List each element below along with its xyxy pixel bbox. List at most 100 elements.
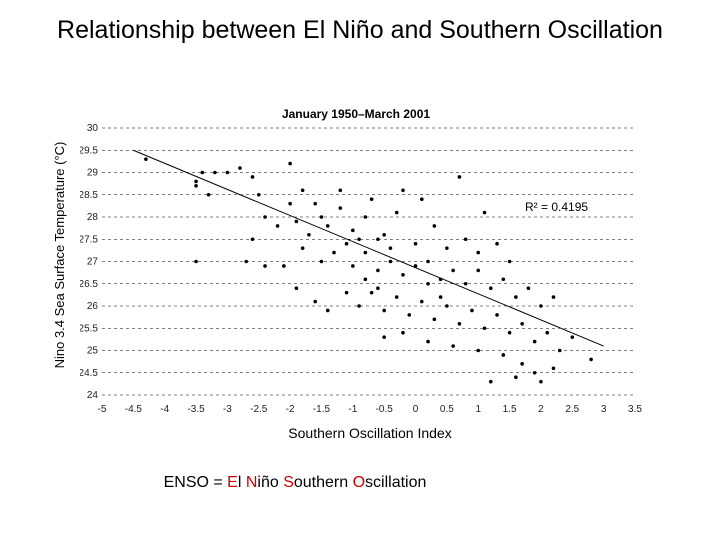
- y-tick-label: 27: [87, 257, 99, 268]
- data-point: [394, 295, 399, 299]
- data-point: [463, 281, 468, 286]
- x-tick-label: 2: [538, 404, 544, 415]
- r-squared-label: R² = 0.4195: [525, 200, 588, 214]
- data-point: [369, 197, 374, 201]
- data-point: [407, 313, 412, 317]
- data-point: [445, 304, 449, 308]
- data-point: [363, 215, 368, 219]
- data-point: [457, 322, 462, 326]
- x-tick-label: 3.5: [628, 404, 642, 415]
- x-axis-title: Southern Oscillation Index: [288, 425, 452, 441]
- data-point: [551, 295, 556, 299]
- data-point: [426, 259, 430, 264]
- data-point: [388, 259, 393, 264]
- data-point: [426, 281, 430, 286]
- x-tick-label: 3: [601, 404, 607, 415]
- y-tick-label: 24: [87, 390, 99, 401]
- data-point: [363, 250, 368, 255]
- y-tick-label: 25: [87, 346, 99, 357]
- footnote-ino: iño: [257, 474, 284, 491]
- data-point: [501, 353, 506, 357]
- data-point: [338, 188, 343, 193]
- footnote-l: l: [237, 474, 246, 491]
- data-point: [382, 335, 386, 339]
- data-point: [495, 241, 499, 246]
- data-point: [426, 339, 430, 344]
- data-point: [294, 286, 299, 290]
- y-tick-label: 28: [87, 212, 99, 223]
- data-point: [194, 184, 198, 188]
- data-point: [382, 233, 386, 237]
- data-point: [589, 357, 593, 362]
- data-point: [275, 224, 280, 228]
- data-point: [194, 259, 198, 264]
- data-point: [520, 362, 524, 366]
- data-point: [413, 241, 418, 246]
- data-point: [445, 246, 449, 250]
- y-axis-title: Nino 3.4 Sea Surface Temperature (°C): [52, 141, 67, 369]
- x-tick-label: -3.5: [187, 404, 205, 415]
- data-point: [244, 259, 249, 264]
- footnote-e: E: [227, 474, 238, 491]
- data-point: [288, 201, 292, 206]
- footnote-s: S: [283, 474, 294, 491]
- data-point: [288, 161, 292, 166]
- data-point: [438, 295, 443, 299]
- data-point: [488, 379, 493, 384]
- y-tick-label: 25.5: [80, 323, 98, 334]
- data-point: [376, 237, 380, 242]
- x-tick-label: -2.5: [250, 404, 268, 415]
- x-tick-label: 1.5: [503, 404, 517, 415]
- y-tick-label: 30: [87, 123, 99, 134]
- data-point: [451, 344, 455, 348]
- x-tick-label: -1: [348, 404, 357, 415]
- y-tick-label: 29.5: [80, 145, 98, 156]
- scatter-chart: January 1950–March 2001 R² = 0.4195 2424…: [80, 107, 642, 415]
- x-tick-label: -4.5: [125, 404, 143, 415]
- data-point: [501, 277, 506, 282]
- data-point: [250, 175, 255, 179]
- y-tick-labels: 24 24.5 25 25.5 26 26.5 27 27.5 28 28.5 29 29.5 30: [80, 123, 98, 401]
- data-point: [325, 224, 330, 228]
- data-point: [300, 246, 305, 250]
- data-point: [313, 201, 317, 206]
- data-point: [225, 170, 230, 175]
- x-tick-label: -5: [98, 404, 107, 415]
- data-point: [451, 268, 455, 273]
- data-point: [432, 224, 437, 228]
- data-point: [476, 268, 481, 273]
- footnote-scillation: scillation: [365, 474, 427, 491]
- slide-title: Relationship between El Niño and Souther…: [57, 16, 663, 44]
- data-point: [570, 335, 575, 339]
- footnote-outhern: outhern: [293, 474, 353, 491]
- data-point: [256, 192, 261, 197]
- data-point: [351, 264, 355, 268]
- data-point: [420, 299, 424, 304]
- trend-line: [133, 149, 604, 347]
- gridlines: [102, 127, 635, 396]
- data-point: [401, 330, 405, 335]
- footnote-prefix: ENSO =: [163, 474, 228, 491]
- data-point: [213, 170, 217, 175]
- data-point: [263, 264, 267, 268]
- data-point: [532, 370, 537, 375]
- data-point: [206, 192, 211, 197]
- data-point: [382, 308, 386, 313]
- data-point: [482, 210, 487, 215]
- x-tick-label: 0: [413, 404, 419, 415]
- y-tick-label: 28.5: [80, 190, 98, 201]
- data-point: [325, 308, 330, 313]
- y-tick-label: 29: [87, 168, 99, 179]
- data-point: [200, 170, 205, 175]
- footnote-n: N: [245, 474, 258, 491]
- x-tick-label: -4: [160, 404, 169, 415]
- x-tick-label: 1: [475, 404, 481, 415]
- data-point: [401, 273, 405, 277]
- x-tick-label: 2.5: [565, 404, 579, 415]
- data-point: [319, 215, 324, 219]
- data-point: [463, 237, 468, 242]
- data-point: [238, 166, 242, 170]
- data-points: [144, 157, 593, 384]
- data-point: [557, 348, 562, 353]
- data-point: [495, 313, 499, 317]
